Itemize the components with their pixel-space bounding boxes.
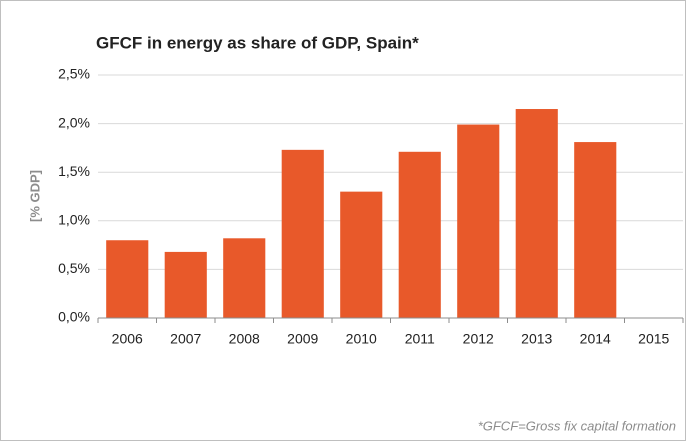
footnote: *GFCF=Gross fix capital formation [478, 418, 676, 433]
bar [164, 251, 207, 318]
x-tick-label: 2010 [346, 331, 377, 347]
bar [340, 191, 383, 318]
bar [223, 238, 266, 318]
bar [574, 142, 617, 318]
bar [106, 240, 149, 318]
x-tick-label: 2013 [521, 331, 552, 347]
y-tick-label: 1,0% [58, 212, 90, 228]
y-tick-label: 2,5% [58, 66, 90, 82]
y-axis-label: [% GDP] [27, 170, 42, 222]
x-tick-label: 2009 [287, 331, 318, 347]
bar [457, 124, 500, 319]
y-tick-label: 0,5% [58, 260, 90, 276]
bar [398, 151, 441, 318]
bar [515, 109, 558, 319]
y-tick-label: 2,0% [58, 114, 90, 130]
x-tick-label: 2006 [112, 331, 143, 347]
y-tick-label: 1,5% [58, 163, 90, 179]
x-tick-label: 2015 [638, 331, 669, 347]
y-tick-label: 0,0% [58, 309, 90, 325]
chart-title: GFCF in energy as share of GDP, Spain* [96, 33, 419, 52]
x-tick-label: 2007 [170, 331, 201, 347]
x-tick-label: 2011 [405, 331, 435, 347]
x-tick-label: 2014 [580, 331, 611, 347]
x-tick-label: 2012 [463, 331, 494, 347]
bar [281, 149, 324, 318]
x-tick-label: 2008 [229, 331, 260, 347]
